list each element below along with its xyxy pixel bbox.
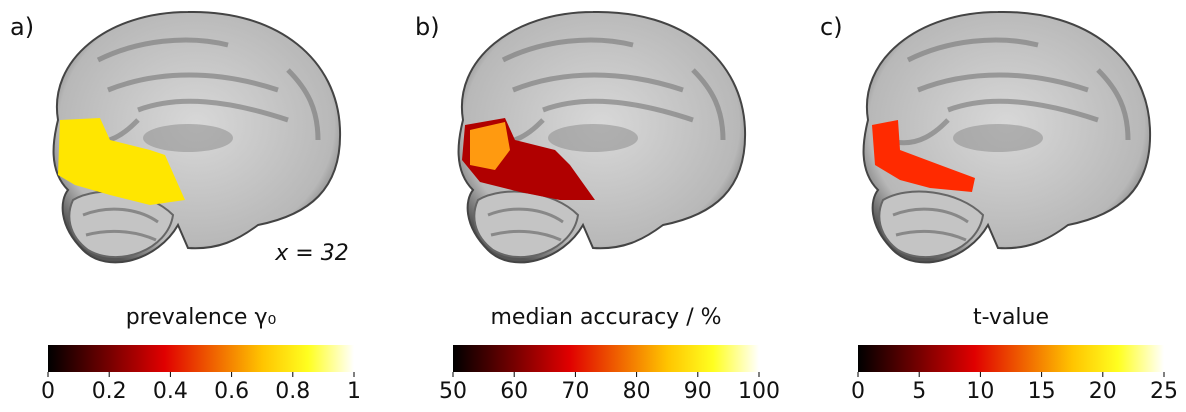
panel-b [459, 12, 746, 262]
colorbar [453, 345, 759, 372]
colorbar-title: prevalence γ₀ [126, 305, 277, 330]
x-tick-label: 60 [500, 379, 528, 404]
x-tick-label: 25 [1150, 379, 1178, 404]
x-tick-label: 50 [439, 379, 467, 404]
x-tick-label: 10 [966, 379, 994, 404]
x-tick-label: 20 [1089, 379, 1117, 404]
colorbar [48, 345, 354, 372]
panel-label: a) [10, 13, 34, 41]
colorbar [858, 345, 1164, 372]
colorbar-title: t-value [973, 305, 1049, 330]
panel-label: b) [415, 13, 440, 41]
x-tick-label: 1 [347, 379, 361, 404]
x-tick-label: 0.2 [92, 379, 127, 404]
x-tick-label: 0 [41, 379, 55, 404]
colorbar-title: median accuracy / % [490, 305, 721, 330]
panel-a [54, 12, 341, 262]
x-tick-label: 70 [561, 379, 589, 404]
x-tick-label: 90 [684, 379, 712, 404]
x-tick-label: 0 [851, 379, 865, 404]
x-tick-label: 80 [623, 379, 651, 404]
annotation: x = 32 [274, 241, 348, 266]
panel-c [864, 12, 1151, 262]
brain-image [864, 12, 1151, 262]
x-tick-label: 0.6 [214, 379, 249, 404]
panel-label: c) [820, 13, 843, 41]
x-tick-label: 5 [912, 379, 926, 404]
figure: a) x = 32 prevalence γ₀ 0 0.2 0.4 0.6 0.8 1 b) med… [0, 0, 1186, 408]
x-tick-label: 0.4 [153, 379, 188, 404]
x-tick-label: 0.8 [275, 379, 310, 404]
x-tick-label: 100 [738, 379, 780, 404]
x-tick-label: 15 [1028, 379, 1056, 404]
